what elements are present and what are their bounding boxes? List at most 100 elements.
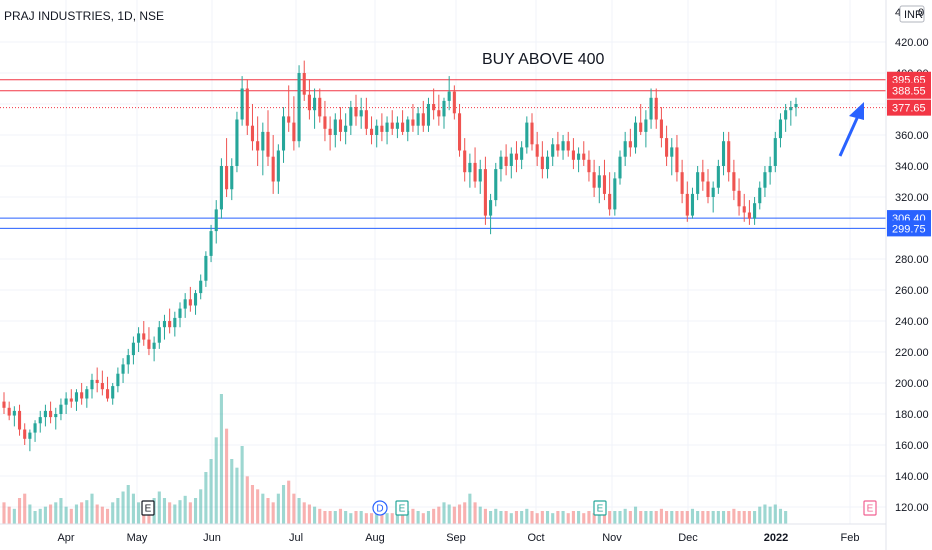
- volume-bar: [214, 437, 218, 524]
- volume-bar: [105, 508, 110, 524]
- earnings-marker[interactable]: E: [593, 500, 607, 516]
- candle: [623, 131, 627, 166]
- volume-bar: [649, 511, 653, 524]
- candle: [530, 113, 534, 151]
- volume-bar: [240, 446, 244, 524]
- candle: [618, 150, 622, 185]
- candle: [773, 131, 777, 173]
- volume-bar: [509, 513, 513, 524]
- candle: [12, 406, 16, 427]
- volume-bar: [64, 506, 68, 524]
- earnings-marker[interactable]: E: [141, 500, 155, 516]
- candle: [556, 131, 560, 157]
- candle: [452, 85, 456, 120]
- volume-bar: [344, 511, 348, 524]
- volume-bar: [328, 511, 332, 524]
- volume-bar: [706, 511, 710, 524]
- time-tick-label: May: [127, 532, 148, 544]
- candle: [737, 178, 741, 216]
- volume-bar: [483, 508, 487, 524]
- volume-bar: [80, 502, 84, 524]
- price-tag: 299.75: [887, 220, 931, 237]
- candle: [727, 131, 731, 182]
- volume-bar: [54, 502, 58, 524]
- volume-bar: [199, 489, 203, 524]
- candle: [49, 401, 53, 424]
- volume-bar: [608, 511, 612, 524]
- candle: [685, 181, 689, 222]
- candle: [675, 135, 679, 182]
- earnings-marker[interactable]: E: [395, 500, 409, 516]
- dividend-marker[interactable]: D: [372, 500, 388, 516]
- time-axis[interactable]: Apr May Jun Jul Aug Sep Oct Nov Dec 2022 Feb: [57, 532, 859, 544]
- candle: [85, 386, 89, 408]
- candle: [204, 251, 208, 287]
- volume-bar: [297, 498, 301, 524]
- volume-bar: [111, 502, 115, 524]
- price-tick-label: 340.00: [895, 161, 929, 173]
- volume-bar: [685, 511, 689, 524]
- candle: [721, 131, 726, 176]
- price-tick-label: 280.00: [895, 254, 929, 266]
- candle: [753, 197, 757, 225]
- volume-bar: [23, 493, 27, 524]
- volume-bar: [126, 485, 130, 524]
- volume-bar: [90, 493, 94, 524]
- candle: [597, 166, 601, 204]
- volume-bar: [230, 459, 234, 524]
- volume-bar: [7, 506, 11, 524]
- volume-bar: [292, 493, 296, 524]
- volume-bar: [12, 508, 16, 524]
- candle: [95, 367, 99, 393]
- price-tick-label: 200.00: [895, 378, 929, 390]
- volume-bar: [623, 508, 627, 524]
- volume-bar: [38, 508, 42, 524]
- candle: [758, 181, 762, 210]
- svg-text:E: E: [597, 504, 604, 515]
- volume-bar: [49, 504, 53, 524]
- candle: [23, 423, 27, 445]
- candle: [17, 404, 22, 436]
- price-tick-label: 420.00: [895, 37, 929, 49]
- candle: [711, 181, 715, 213]
- candle: [426, 97, 431, 132]
- currency-badge[interactable]: [899, 5, 925, 23]
- candle: [80, 383, 84, 405]
- volume-bar: [592, 513, 596, 524]
- volume-bar: [271, 502, 275, 524]
- candle: [168, 308, 172, 334]
- volume-bar: [628, 511, 632, 524]
- volume-bar: [338, 508, 343, 524]
- volume-bar: [747, 511, 751, 524]
- candle: [2, 392, 6, 414]
- candle: [680, 159, 684, 204]
- volume-bar: [318, 508, 322, 524]
- volume-bar: [613, 511, 617, 524]
- volume-bar: [359, 511, 363, 524]
- volume-bar: [380, 511, 384, 524]
- candle: [313, 88, 317, 129]
- candle: [732, 159, 736, 201]
- volume-bar: [545, 511, 550, 524]
- candle: [250, 104, 255, 151]
- time-tick-label: Sep: [446, 532, 466, 544]
- volume-bar: [696, 511, 700, 524]
- volume-bar: [354, 511, 358, 524]
- svg-text:E: E: [867, 504, 874, 515]
- price-tick-label: 140.00: [895, 471, 929, 483]
- candle: [338, 107, 343, 142]
- earnings-marker[interactable]: E: [863, 500, 877, 516]
- volume-bar: [551, 513, 555, 524]
- candle: [302, 60, 306, 101]
- price-tick-label: 160.00: [895, 440, 929, 452]
- candle: [390, 110, 394, 135]
- candle: [473, 147, 477, 188]
- candle: [442, 97, 446, 129]
- candle: [654, 88, 658, 129]
- currency-label: INR: [904, 9, 923, 21]
- candle: [483, 156, 487, 225]
- volume-bar: [753, 511, 757, 524]
- volume-bar: [333, 511, 337, 524]
